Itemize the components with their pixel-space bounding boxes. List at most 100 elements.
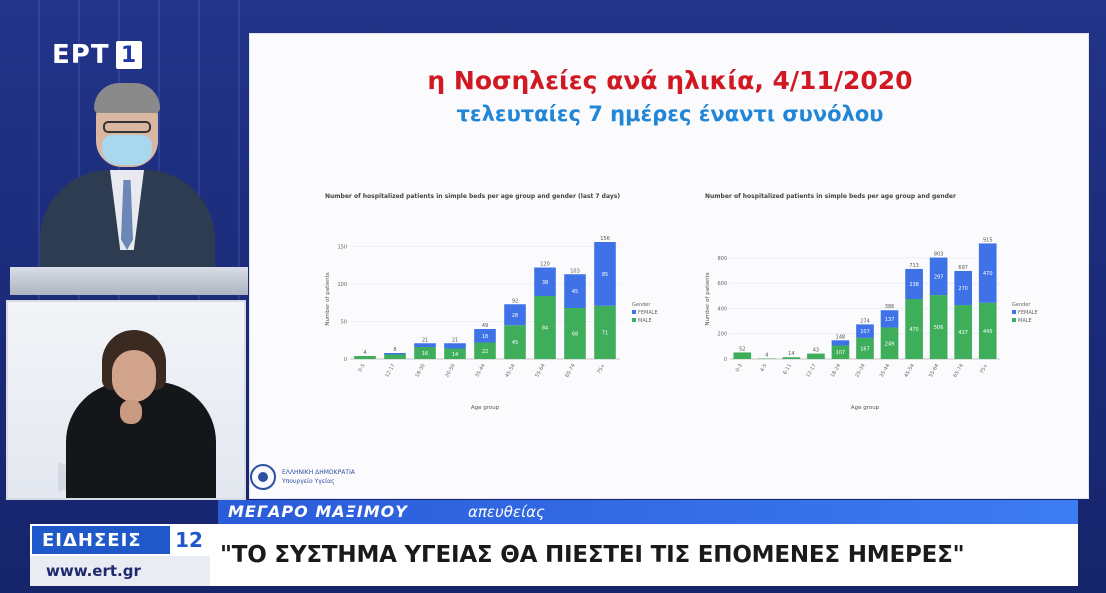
bar-female — [880, 310, 899, 328]
x-tick-label: 18-24 — [830, 363, 842, 379]
presenter-hair — [94, 83, 160, 113]
website-url: www.ert.gr — [46, 562, 141, 580]
x-tick-label: 75+ — [596, 363, 606, 375]
x-tick-label: 75+ — [979, 363, 989, 375]
bar-male — [534, 296, 556, 359]
bar-total-label: 43 — [813, 348, 819, 354]
y-tick-label: 0 — [344, 357, 347, 363]
legend-swatch — [1012, 310, 1016, 314]
headline-text: "ΤΟ ΣΥΣΤΗΜΑ ΥΓΕΙΑΣ ΘΑ ΠΙΕΣΤΕΙ ΤΙΣ ΕΠΟΜΕΝ… — [220, 542, 965, 568]
bar-male — [414, 347, 436, 359]
bar-male — [856, 337, 874, 359]
bar-total-label: 8 — [393, 347, 396, 353]
legend-entry: MALE — [1018, 318, 1032, 324]
url-bar: www.ert.gr — [30, 556, 210, 586]
x-tick-label: 4-5 — [759, 363, 768, 373]
x-tick-label: 0-5 — [357, 363, 366, 373]
bar-male — [474, 342, 496, 359]
bar-female — [564, 274, 586, 308]
chart-title: Number of hospitalized patients in simpl… — [325, 193, 620, 200]
bar-value-label: 84 — [542, 326, 548, 332]
x-tick-label: 25-34 — [854, 363, 866, 379]
bar-total-label: 697 — [958, 265, 968, 271]
bar-value-label: 18 — [482, 334, 488, 340]
bar-total-label: 21 — [452, 337, 458, 343]
y-tick-label: 600 — [717, 281, 727, 287]
legend-title: Gender — [632, 302, 651, 308]
bar-male — [782, 357, 801, 359]
chart-last-7-days-svg: Number of hospitalized patients in simpl… — [325, 193, 658, 411]
bar-value-label: 137 — [885, 317, 895, 323]
y-tick-label: 400 — [717, 306, 727, 312]
bar-total-label: 120 — [540, 262, 550, 268]
bar-female — [414, 343, 436, 347]
bar-female — [954, 270, 973, 306]
news-label: ΕΙΔΗΣΕΙΣ — [42, 529, 142, 551]
legend-swatch — [1012, 318, 1016, 322]
bar-female — [831, 340, 850, 346]
news-badge: ΕΙΔΗΣΕΙΣ 12 — [30, 524, 210, 556]
bar-value-label: 45 — [572, 289, 578, 295]
news-number: 12 — [170, 526, 208, 554]
chart-total: Number of hospitalized patients in simpl… — [700, 184, 1070, 434]
x-axis-label: Age group — [851, 405, 880, 411]
location-label: ΜΕΓΑΡΟ ΜΑΞΙΜΟΥ — [228, 502, 408, 521]
bar-value-label: 14 — [452, 352, 458, 358]
bar-male — [978, 302, 997, 359]
ministry-seal-icon — [250, 464, 276, 490]
channel-logo: ΕΡΤ 1 — [52, 40, 142, 70]
bar-value-label: 22 — [482, 349, 488, 355]
bar-female — [384, 353, 406, 355]
bar-male — [831, 345, 850, 359]
x-tick-label: 18-30 — [414, 363, 426, 379]
bar-female — [594, 242, 616, 306]
bar-male — [384, 354, 406, 359]
bar-male — [807, 353, 825, 359]
interpreter-body — [66, 382, 216, 498]
bar-female — [534, 267, 556, 296]
bar-male — [444, 348, 466, 359]
bar-total-label: 4 — [363, 350, 366, 356]
y-axis-label: Number of patients — [325, 272, 331, 325]
bar-value-label: 45 — [512, 340, 518, 346]
presenter-tie — [121, 180, 133, 250]
x-tick-label: 6-11 — [782, 363, 793, 376]
bar-male — [594, 305, 616, 359]
bar-female — [856, 324, 874, 338]
x-tick-label: 65-74 — [952, 363, 964, 379]
bar-female — [504, 304, 526, 326]
x-tick-label: 45-54 — [903, 363, 915, 379]
bar-value-label: 506 — [934, 325, 944, 331]
x-tick-label: 12-17 — [805, 363, 817, 379]
presenter-video — [10, 75, 248, 295]
bar-value-label: 71 — [602, 330, 608, 336]
bar-value-label: 445 — [983, 329, 993, 335]
bar-value-label: 167 — [860, 346, 870, 352]
bar-male — [905, 299, 923, 359]
bar-value-label: 249 — [885, 341, 895, 347]
legend-entry: FEMALE — [638, 310, 658, 316]
bar-total-label: 52 — [739, 346, 745, 352]
bar-total-label: 274 — [860, 318, 870, 324]
y-tick-label: 0 — [724, 357, 727, 363]
x-tick-label: 65-74 — [564, 363, 576, 379]
headline-bar: "ΤΟ ΣΥΣΤΗΜΑ ΥΓΕΙΑΣ ΘΑ ΠΙΕΣΤΕΙ ΤΙΣ ΕΠΟΜΕΝ… — [210, 524, 1078, 586]
chart-last-7-days: Number of hospitalized patients in simpl… — [320, 184, 690, 434]
bar-female — [905, 268, 923, 299]
channel-name: ΕΡΤ — [52, 40, 110, 70]
legend-title: Gender — [1012, 302, 1031, 308]
x-tick-label: 55-64 — [534, 363, 546, 379]
bar-male — [954, 305, 973, 359]
x-tick-label: 55-64 — [928, 363, 940, 379]
interpreter-hand — [120, 400, 142, 424]
bar-female — [444, 343, 466, 349]
y-tick-label: 150 — [337, 245, 347, 251]
bar-value-label: 475 — [909, 327, 919, 333]
x-tick-label: 20-50 — [444, 363, 456, 379]
bar-total-label: 713 — [909, 263, 919, 269]
location-bar: ΜΕΓΑΡΟ ΜΑΞΙΜΟΥ απευθείας — [218, 500, 1078, 524]
y-tick-label: 50 — [341, 320, 347, 326]
presenter-glasses — [103, 121, 151, 133]
ministry-text: ΕΛΛΗΝΙΚΗ ΔΗΜΟΚΡΑΤΙΑ Υπουργείο Υγείας — [282, 468, 355, 486]
